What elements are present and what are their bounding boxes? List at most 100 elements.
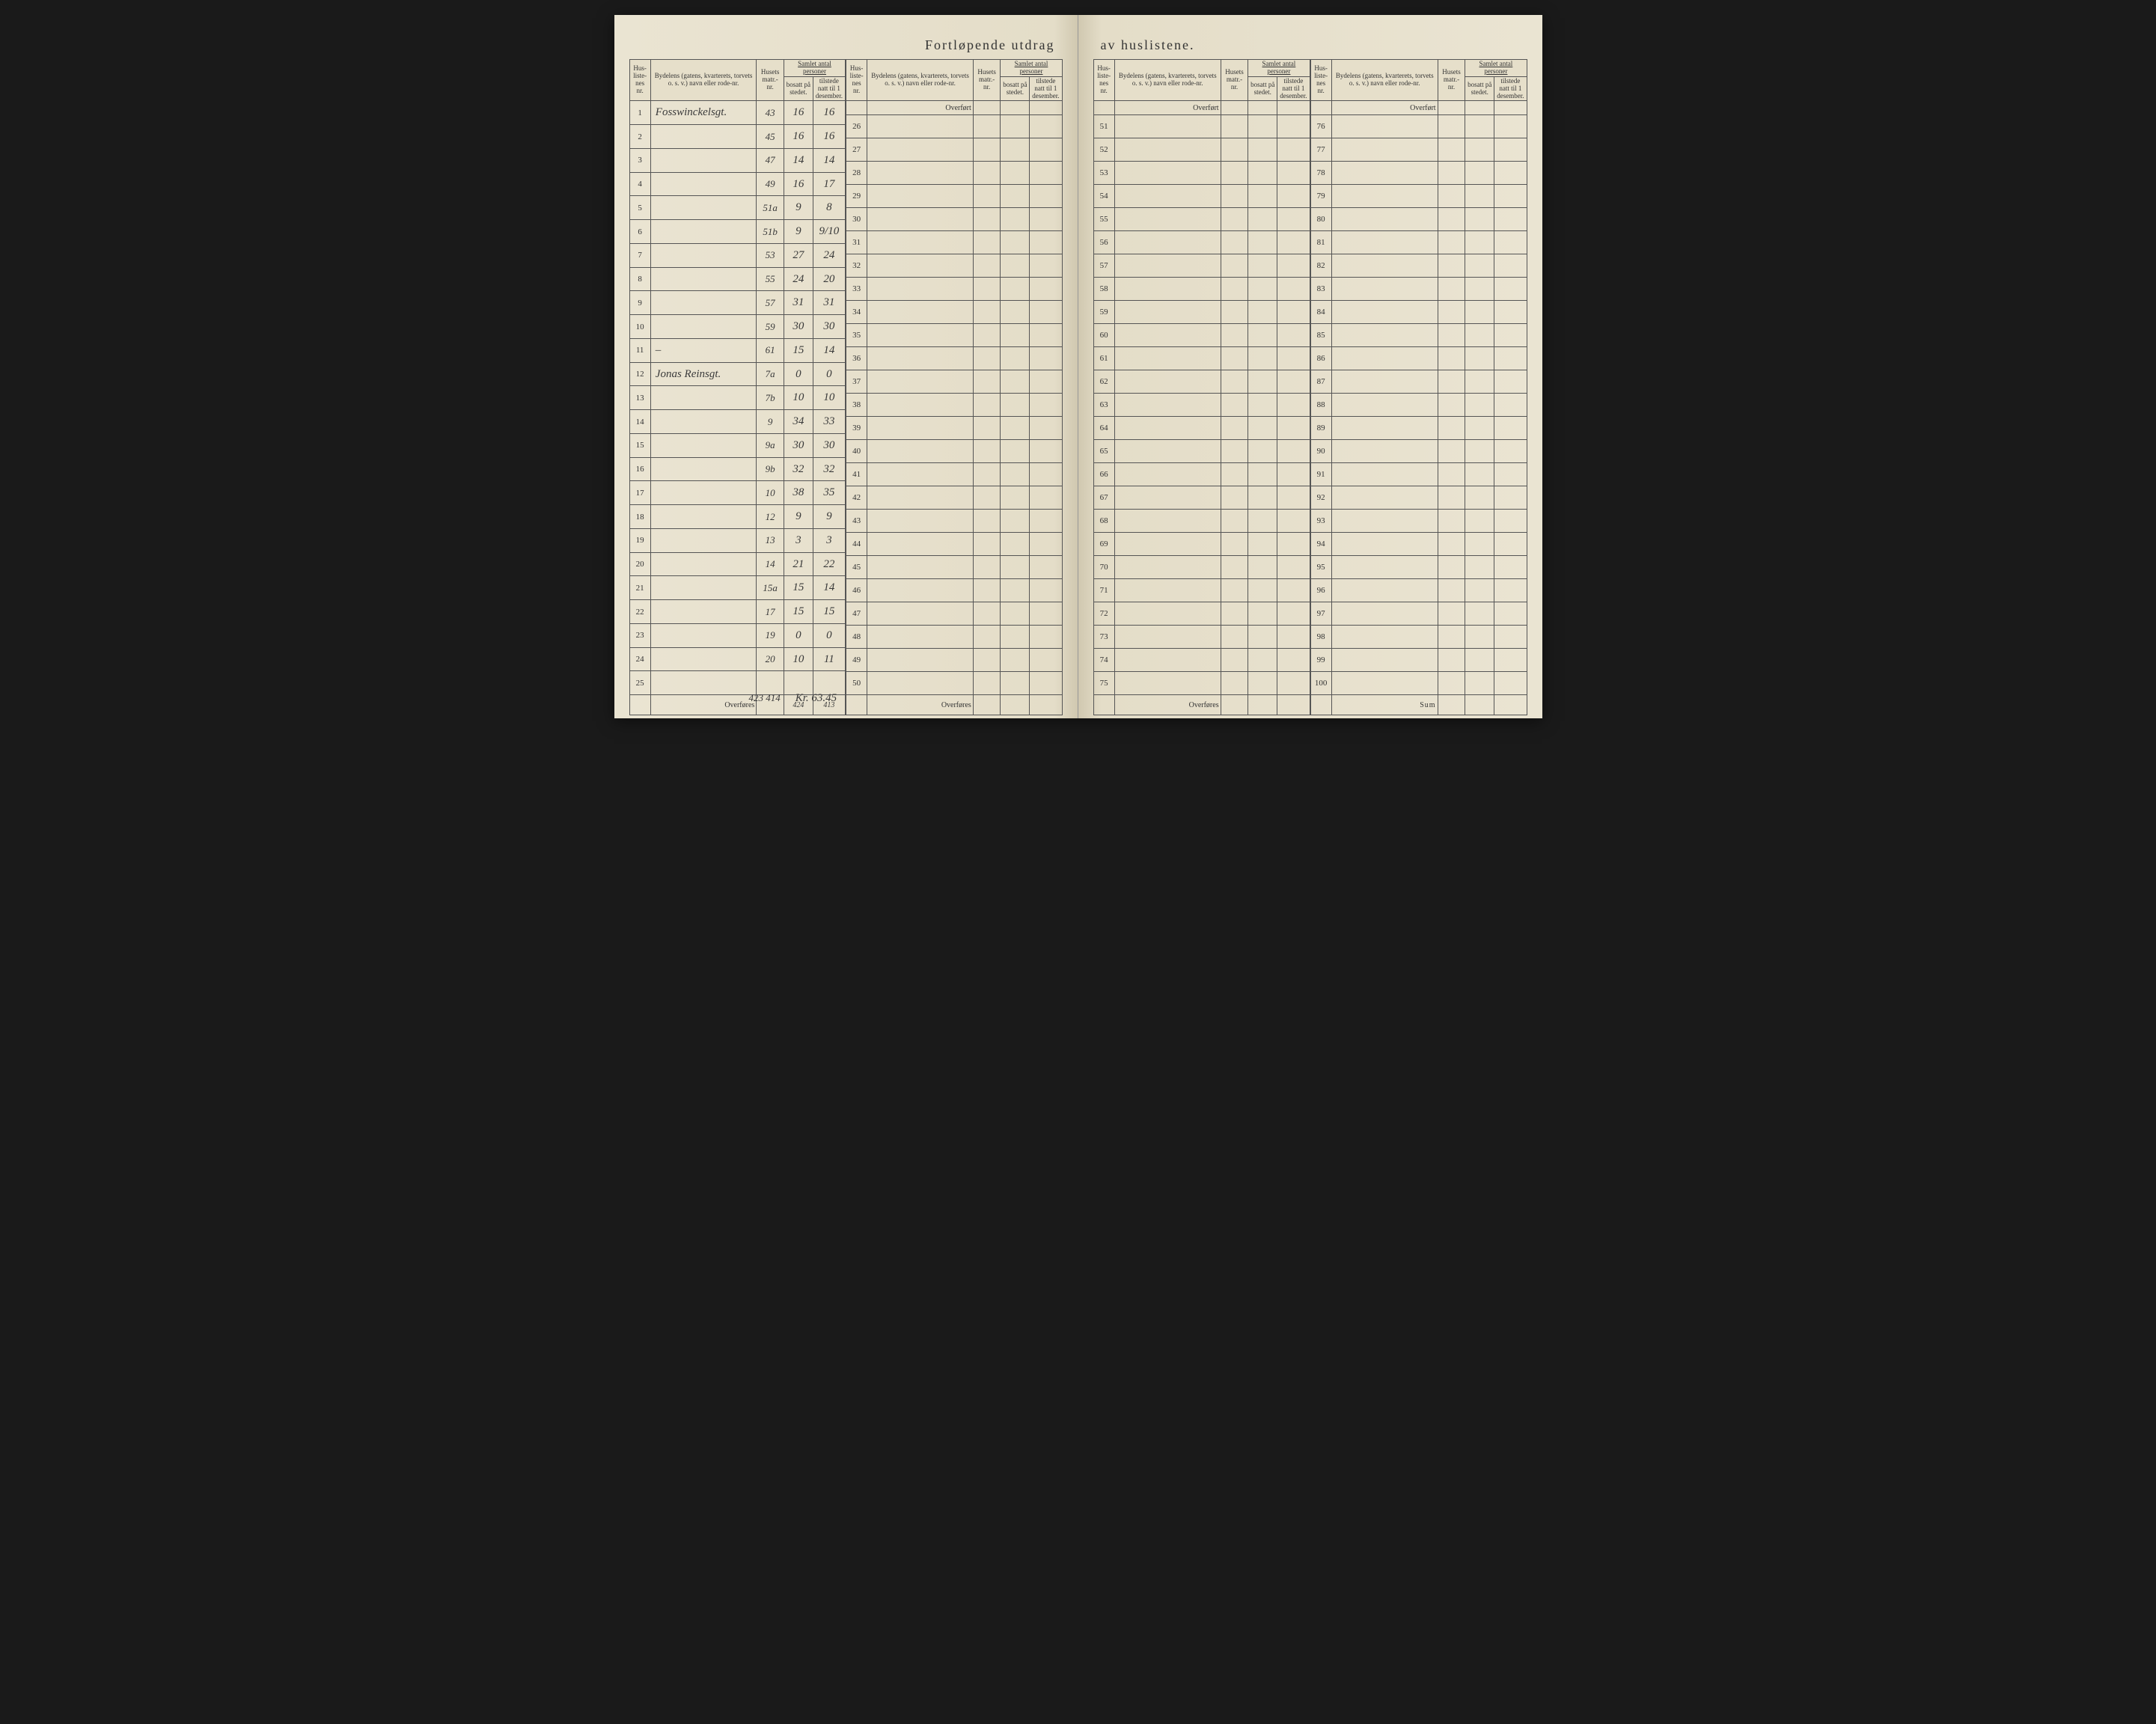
table-row: 74 (1093, 649, 1310, 672)
row-name (650, 671, 757, 695)
row-name (867, 579, 974, 602)
table-row: 54 (1093, 185, 1310, 208)
row-matr: 19 (757, 623, 784, 647)
row-matr: 17 (757, 600, 784, 624)
row-tilstede (1494, 672, 1527, 695)
row-bosatt (1001, 394, 1030, 417)
row-matr (1438, 672, 1465, 695)
table-row: 56 (1093, 231, 1310, 254)
row-name (650, 505, 757, 529)
row-tilstede: 14 (813, 148, 845, 172)
row-tilstede: 16 (813, 101, 845, 125)
table-row: 58 (1093, 278, 1310, 301)
row-nr: 31 (846, 231, 867, 254)
row-name (650, 243, 757, 267)
row-name (1331, 486, 1438, 510)
row-nr: 11 (629, 338, 650, 362)
row-tilstede (1030, 254, 1062, 278)
row-matr (1221, 185, 1248, 208)
row-name (1331, 626, 1438, 649)
row-bosatt (1465, 254, 1494, 278)
row-nr: 3 (629, 148, 650, 172)
table-row: 97 (1310, 602, 1527, 626)
table-row: 30 (846, 208, 1063, 231)
row-name (1331, 185, 1438, 208)
row-matr (973, 394, 1001, 417)
row-tilstede (1494, 417, 1527, 440)
row-nr: 85 (1310, 324, 1331, 347)
row-matr (1438, 324, 1465, 347)
row-matr (973, 672, 1001, 695)
table-row: 88 (1310, 394, 1527, 417)
row-tilstede (1030, 301, 1062, 324)
row-matr (1221, 278, 1248, 301)
row-tilstede (1277, 510, 1310, 533)
row-nr: 82 (1310, 254, 1331, 278)
table-row: 93 (1310, 510, 1527, 533)
table-row: 55 (1093, 208, 1310, 231)
row-nr: 68 (1093, 510, 1114, 533)
row-name (1114, 185, 1221, 208)
table-row: 31 (846, 231, 1063, 254)
row-bosatt: 27 (784, 243, 813, 267)
row-tilstede (1277, 602, 1310, 626)
row-nr: 58 (1093, 278, 1114, 301)
row-name (867, 602, 974, 626)
row-name (650, 600, 757, 624)
row-matr: 45 (757, 125, 784, 149)
row-tilstede (1494, 370, 1527, 394)
table-row: 2451616 (629, 125, 846, 149)
row-name (867, 626, 974, 649)
table-row: 39 (846, 417, 1063, 440)
row-nr: 33 (846, 278, 867, 301)
row-name (1331, 347, 1438, 370)
row-name (1331, 672, 1438, 695)
row-bosatt (1465, 556, 1494, 579)
row-tilstede (1277, 463, 1310, 486)
row-bosatt (1465, 324, 1494, 347)
row-tilstede (1277, 417, 1310, 440)
row-bosatt (1248, 138, 1277, 162)
row-name (1114, 556, 1221, 579)
hdr-bosatt: bosatt på stedet. (1465, 76, 1494, 101)
row-bosatt (1001, 370, 1030, 394)
row-tilstede (1277, 556, 1310, 579)
table-left-b: Hus- liste- nes nr. Bydelens (gatens, kv… (846, 59, 1063, 715)
row-nr: 16 (629, 457, 650, 481)
table-row: 33 (846, 278, 1063, 301)
row-matr (973, 347, 1001, 370)
row-bosatt (1248, 626, 1277, 649)
row-name (1331, 162, 1438, 185)
row-name (867, 324, 974, 347)
row-bosatt (1001, 347, 1030, 370)
row-tilstede (1030, 208, 1062, 231)
overfores-label: Overføres (650, 695, 757, 715)
row-nr: 81 (1310, 231, 1331, 254)
row-bosatt (1465, 301, 1494, 324)
row-bosatt: 10 (784, 647, 813, 671)
row-name (650, 220, 757, 244)
row-bosatt (1465, 417, 1494, 440)
row-nr: 15 (629, 433, 650, 457)
row-nr: 52 (1093, 138, 1114, 162)
row-nr: 1 (629, 101, 650, 125)
row-matr (1438, 370, 1465, 394)
row-matr (973, 208, 1001, 231)
row-name (1331, 533, 1438, 556)
table-row: 28 (846, 162, 1063, 185)
row-name (1114, 278, 1221, 301)
row-bosatt (1001, 626, 1030, 649)
row-nr: 92 (1310, 486, 1331, 510)
row-matr (1221, 440, 1248, 463)
row-bosatt: 30 (784, 315, 813, 339)
hdr-samlet: Samlet antal personer (1248, 60, 1310, 77)
row-nr: 49 (846, 649, 867, 672)
row-matr: 9 (757, 410, 784, 434)
row-name (867, 370, 974, 394)
row-matr (1221, 208, 1248, 231)
row-nr: 20 (629, 552, 650, 576)
row-matr (1221, 602, 1248, 626)
row-tilstede: 11 (813, 647, 845, 671)
row-nr: 83 (1310, 278, 1331, 301)
row-tilstede (1494, 626, 1527, 649)
